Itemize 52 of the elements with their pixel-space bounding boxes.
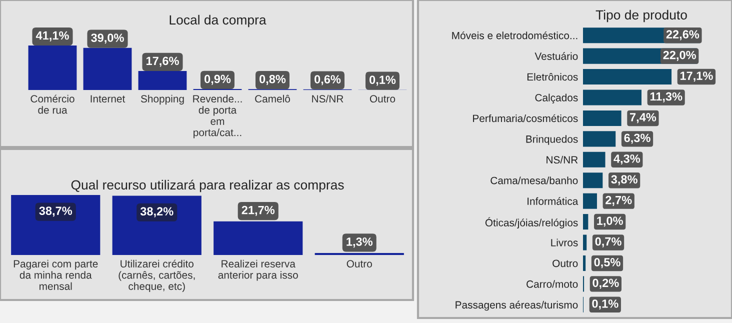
y-tick-label: Brinquedos — [526, 135, 578, 145]
data-label: 39,0% — [91, 34, 124, 44]
data-label: 1,3% — [346, 237, 373, 248]
data-label: 0,6% — [314, 75, 341, 86]
data-label: 0,1% — [370, 76, 396, 86]
y-tick-label: Livros — [551, 238, 578, 246]
y-tick-label: Informática — [528, 197, 578, 205]
data-label: 0,7% — [595, 237, 622, 248]
x-tick-label: Comércio de rua — [30, 94, 74, 114]
y-tick-label: Cama/mesa/banho — [490, 176, 578, 184]
x-tick-label: Camelô — [255, 94, 290, 103]
data-label: 6,3% — [624, 134, 650, 144]
y-tick-label: Óticas/jóias/relógios — [485, 217, 578, 228]
data-label: 22,0% — [663, 50, 696, 61]
x-tick-label: Utilizarei crédito (carnês, cartões, cheque, etc) — [118, 260, 195, 292]
y-tick-label: Calçados — [535, 94, 578, 104]
data-label: 38,7% — [39, 206, 72, 217]
data-label: 0,9% — [204, 74, 231, 85]
data-label: 1,0% — [597, 216, 623, 227]
y-tick-label: Vestuário — [534, 52, 578, 60]
data-label: 0,1% — [592, 299, 618, 310]
data-label: 3,8% — [611, 175, 638, 186]
chart-title: Tipo de produto — [596, 10, 687, 22]
data-label: 2,7% — [606, 196, 632, 206]
data-label: 0,2% — [592, 278, 619, 289]
data-label: 22,6% — [666, 30, 700, 40]
data-label: 7,4% — [630, 113, 656, 124]
x-tick-label: Outro — [370, 95, 396, 103]
data-label: 0,5% — [594, 258, 620, 268]
x-tick-label: Pagarei com parte da minha renda mensal — [14, 260, 98, 290]
y-tick-label: Perfumaria/cosméticos — [473, 114, 578, 122]
y-tick-label: NS/NR — [546, 156, 578, 164]
y-tick-label: Eletrônicos — [527, 72, 578, 81]
data-label: 11,3% — [650, 92, 682, 102]
data-label: 38,2% — [140, 207, 174, 218]
x-tick-label: Outro — [346, 260, 372, 268]
y-tick-label: Passagens aéreas/turismo — [456, 300, 578, 311]
chart-title: Local da compra — [170, 14, 266, 28]
y-tick-label: Carro/moto — [526, 280, 578, 288]
data-label: 41,1% — [36, 31, 69, 42]
x-tick-label: Realizei reserva anterior para isso — [218, 260, 298, 281]
data-label: 17,6% — [146, 56, 179, 67]
x-tick-label: NS/NR — [312, 94, 344, 103]
data-label: 17,1% — [680, 72, 713, 82]
x-tick-label: Shopping — [140, 94, 184, 105]
data-label: 21,7% — [242, 206, 275, 216]
x-tick-label: Revende... de porta em porta/cat... — [193, 94, 242, 138]
x-tick-label: Internet — [90, 95, 126, 103]
y-tick-label: Móveis e eletrodoméstico... — [452, 31, 578, 40]
data-label: 4,3% — [614, 154, 640, 165]
data-label: 0,8% — [260, 74, 286, 85]
chart-title: Qual recurso utilizará para realizar as compras — [71, 180, 344, 192]
